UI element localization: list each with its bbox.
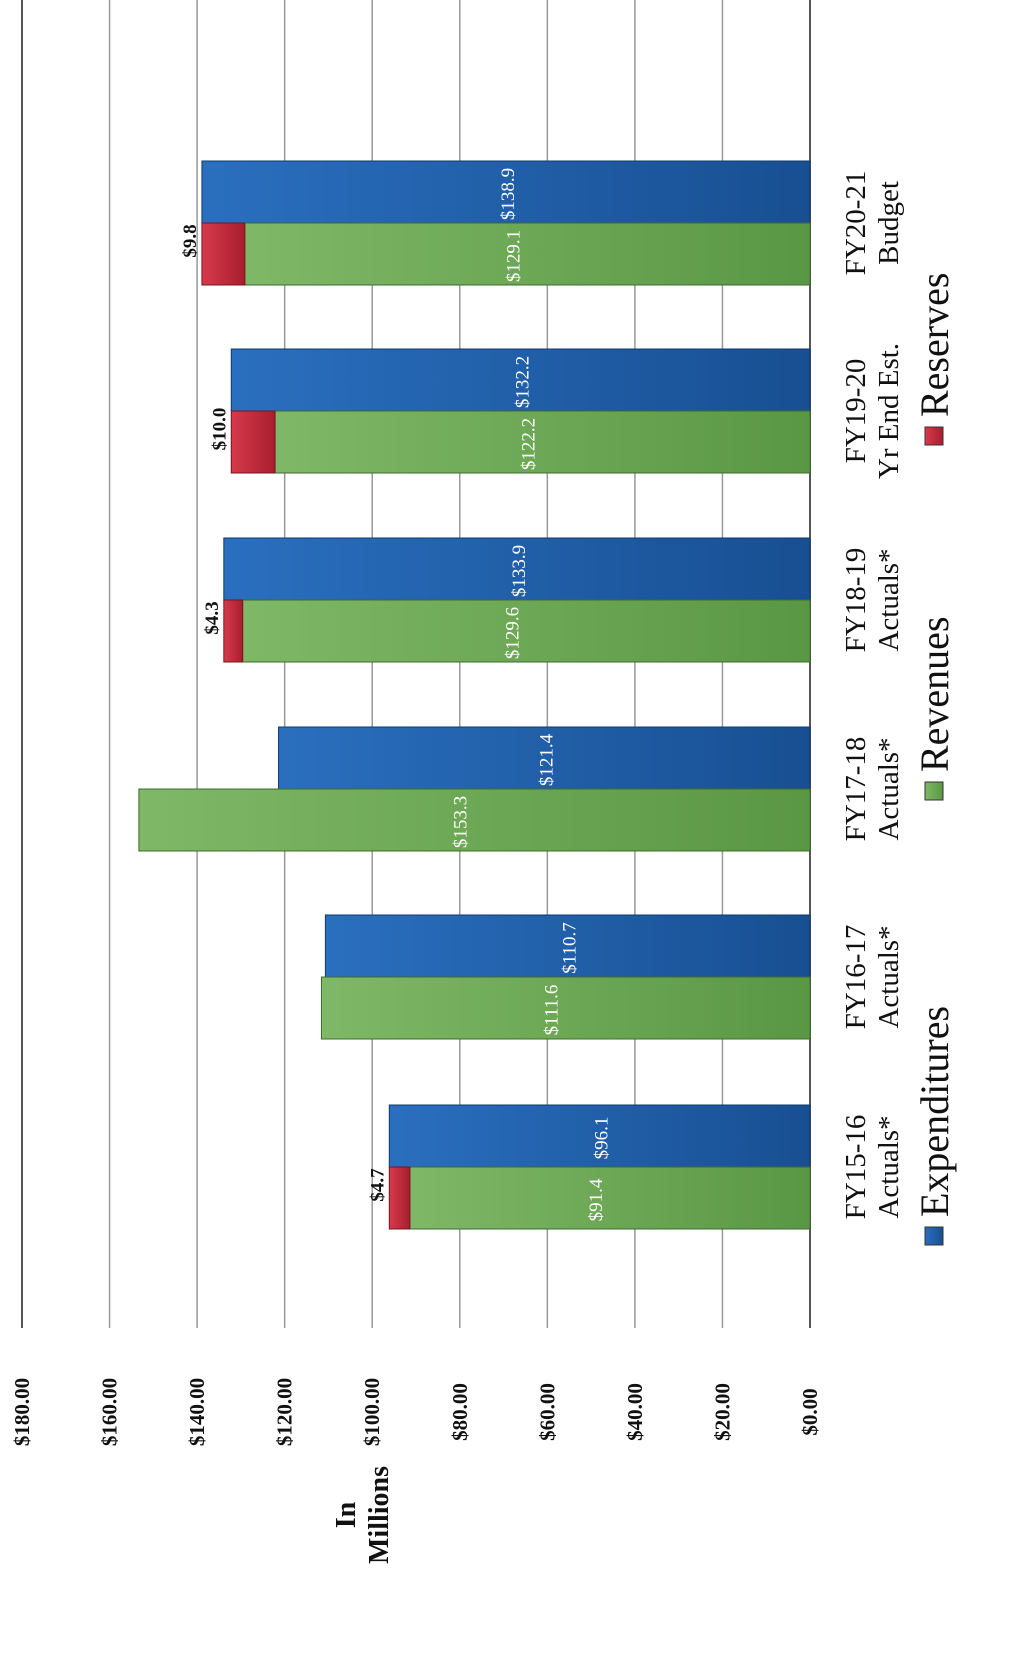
y-axis-ticks: $0.00 $20.00 $40.00 $60.00 $80.00 $100.00 $120… — [10, 1378, 822, 1446]
legend-label: Revenues — [912, 616, 957, 772]
data-label: $4.3 — [202, 601, 223, 634]
category-label: FY16-17 — [840, 925, 872, 1030]
y-tick-label: $60.00 — [535, 1383, 559, 1441]
category-label: FY19-20 — [840, 359, 872, 464]
category-label: FY18-19 — [840, 548, 872, 653]
bar-reserves — [201, 222, 246, 286]
category-labels: FY15-16 Actuals*FY16-17 Actuals*FY17-18 Act… — [840, 171, 905, 1220]
bar-expenditures — [324, 914, 811, 978]
bar-revenues — [409, 1166, 811, 1230]
y-tick-label: $120.00 — [273, 1378, 297, 1446]
bar-revenues — [320, 976, 811, 1040]
category-sublabel: Budget — [873, 181, 905, 265]
data-label: $153.3 — [450, 796, 471, 848]
bar-revenues — [244, 222, 811, 286]
data-label: $122.2 — [519, 418, 540, 470]
data-label: $129.6 — [502, 607, 523, 659]
bar-reserves — [223, 599, 244, 663]
data-label: $132.2 — [513, 356, 534, 408]
y-tick-label: $80.00 — [448, 1383, 472, 1441]
data-label: $10.0 — [209, 408, 230, 451]
data-label: $138.9 — [498, 168, 519, 220]
bar-expenditures — [278, 726, 811, 790]
bar-reserves — [230, 410, 276, 474]
bar-reserves — [388, 1166, 411, 1230]
y-tick-label: $40.00 — [623, 1383, 647, 1441]
category-label: FY15-16 — [840, 1115, 872, 1220]
data-label: $129.1 — [503, 230, 524, 282]
data-label: $133.9 — [509, 545, 530, 597]
bar-revenues — [274, 410, 811, 474]
bar-expenditures — [201, 160, 811, 224]
axis-title-line2: Millions — [364, 1466, 395, 1564]
y-axis-title: In Millions — [331, 1466, 395, 1564]
data-label: $111.6 — [542, 985, 563, 1036]
category-label: FY20-21 — [840, 171, 872, 276]
bars: $96.1 $91.4 $4.7 $110.7 $111.6 $121.4 $153.3 $1… — [138, 160, 811, 1230]
category-sublabel: Actuals* — [873, 925, 905, 1028]
bar-revenues — [242, 599, 811, 663]
y-tick-label: $0.00 — [798, 1388, 822, 1435]
legend-label: Reserves — [912, 273, 957, 417]
y-tick-label: $160.00 — [98, 1378, 122, 1446]
bar-expenditures — [223, 537, 811, 601]
legend-swatch — [924, 781, 944, 801]
legend: Expenditures Revenues Reserves — [912, 273, 957, 1246]
y-tick-label: $20.00 — [710, 1383, 734, 1441]
legend-label: Expenditures — [912, 1006, 957, 1217]
data-label: $121.4 — [536, 733, 557, 786]
data-label: $96.1 — [592, 1117, 613, 1160]
y-tick-label: $100.00 — [360, 1378, 384, 1446]
legend-swatch — [924, 426, 944, 446]
axis-title-line1: In — [331, 1501, 362, 1528]
category-sublabel: Actuals* — [873, 737, 905, 840]
category-sublabel: Actuals* — [873, 1115, 905, 1218]
category-sublabel: Actuals* — [873, 548, 905, 651]
legend-swatch — [924, 1226, 944, 1246]
y-tick-label: $140.00 — [185, 1378, 209, 1446]
data-label: $4.7 — [367, 1168, 388, 1202]
bar-expenditures — [230, 348, 811, 412]
y-tick-label: $180.00 — [10, 1378, 34, 1446]
bar-revenues — [138, 788, 811, 852]
bar-expenditures — [388, 1104, 811, 1168]
category-sublabel: Yr End Est. — [873, 343, 905, 479]
data-label: $9.8 — [180, 224, 201, 257]
data-label: $110.7 — [560, 922, 581, 974]
data-label: $91.4 — [586, 1178, 607, 1221]
category-label: FY17-18 — [840, 737, 872, 842]
